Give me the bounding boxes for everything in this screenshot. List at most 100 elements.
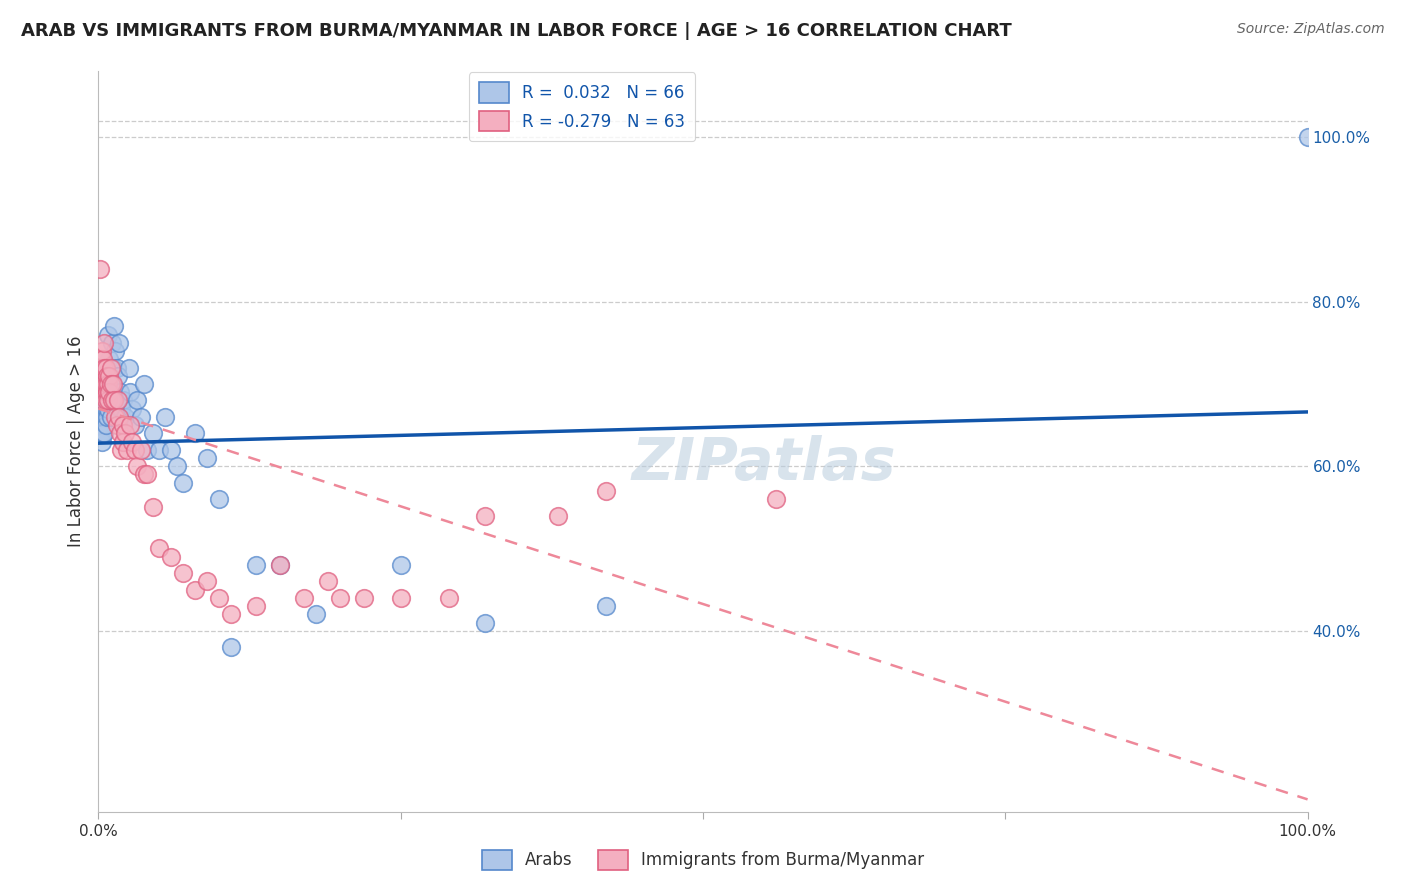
Point — [160, 442, 183, 457]
Point — [148, 541, 170, 556]
Point — [595, 599, 617, 613]
Point — [91, 352, 114, 367]
Point — [97, 376, 120, 391]
Point — [96, 385, 118, 400]
Point — [129, 409, 152, 424]
Text: ZIPatlas: ZIPatlas — [631, 435, 896, 492]
Point — [91, 426, 114, 441]
Point — [316, 574, 339, 589]
Point — [114, 426, 136, 441]
Point — [111, 418, 134, 433]
Point — [127, 393, 149, 408]
Point — [195, 574, 218, 589]
Point — [121, 434, 143, 449]
Point — [94, 360, 117, 375]
Point — [184, 426, 207, 441]
Point — [127, 459, 149, 474]
Point — [353, 591, 375, 605]
Point — [110, 442, 132, 457]
Point — [91, 368, 114, 383]
Point — [91, 418, 114, 433]
Point — [172, 566, 194, 581]
Point — [184, 582, 207, 597]
Point — [93, 376, 115, 391]
Point — [96, 409, 118, 424]
Legend: R =  0.032   N = 66, R = -0.279   N = 63: R = 0.032 N = 66, R = -0.279 N = 63 — [470, 72, 695, 141]
Text: Source: ZipAtlas.com: Source: ZipAtlas.com — [1237, 22, 1385, 37]
Point — [94, 401, 117, 416]
Point — [292, 591, 315, 605]
Point — [105, 418, 128, 433]
Point — [93, 393, 115, 408]
Point — [94, 385, 117, 400]
Point — [221, 607, 243, 622]
Point — [89, 401, 111, 416]
Point — [221, 640, 243, 655]
Point — [111, 393, 134, 408]
Point — [108, 409, 131, 424]
Point — [305, 607, 328, 622]
Point — [90, 426, 112, 441]
Point — [100, 360, 122, 375]
Point — [595, 483, 617, 498]
Point — [91, 385, 114, 400]
Point — [135, 467, 157, 482]
Point — [103, 393, 125, 408]
Point — [100, 385, 122, 400]
Point — [118, 385, 141, 400]
Point — [108, 426, 131, 441]
Point — [107, 368, 129, 383]
Point — [98, 352, 121, 367]
Point — [474, 615, 496, 630]
Point — [124, 442, 146, 457]
Point — [101, 376, 124, 391]
Point — [437, 591, 460, 605]
Point — [91, 401, 114, 416]
Point — [104, 344, 127, 359]
Point — [100, 409, 122, 424]
Point — [111, 434, 134, 449]
Point — [104, 409, 127, 424]
Point — [100, 393, 122, 408]
Point — [118, 418, 141, 433]
Point — [195, 450, 218, 465]
Point — [153, 409, 176, 424]
Point — [89, 418, 111, 433]
Point — [547, 508, 569, 523]
Point — [91, 393, 114, 408]
Point — [110, 401, 132, 416]
Point — [389, 591, 412, 605]
Point — [98, 376, 121, 391]
Point — [245, 599, 267, 613]
Point — [134, 467, 156, 482]
Point — [269, 558, 291, 572]
Point — [93, 409, 115, 424]
Point — [121, 401, 143, 416]
Point — [166, 459, 188, 474]
Point — [134, 376, 156, 391]
Point — [100, 376, 122, 391]
Point — [135, 442, 157, 457]
Point — [90, 409, 112, 424]
Legend: Arabs, Immigrants from Burma/Myanmar: Arabs, Immigrants from Burma/Myanmar — [475, 843, 931, 877]
Point — [94, 393, 117, 408]
Point — [105, 360, 128, 375]
Point — [114, 409, 136, 424]
Point — [98, 368, 121, 383]
Point — [93, 335, 115, 350]
Point — [107, 393, 129, 408]
Point — [90, 352, 112, 367]
Point — [91, 409, 114, 424]
Point — [129, 442, 152, 457]
Point — [474, 508, 496, 523]
Point — [97, 401, 120, 416]
Point — [93, 360, 115, 375]
Point — [91, 376, 114, 391]
Point — [90, 393, 112, 408]
Point — [329, 591, 352, 605]
Point — [108, 335, 131, 350]
Point — [98, 385, 121, 400]
Point — [103, 319, 125, 334]
Point — [90, 360, 112, 375]
Point — [91, 385, 114, 400]
